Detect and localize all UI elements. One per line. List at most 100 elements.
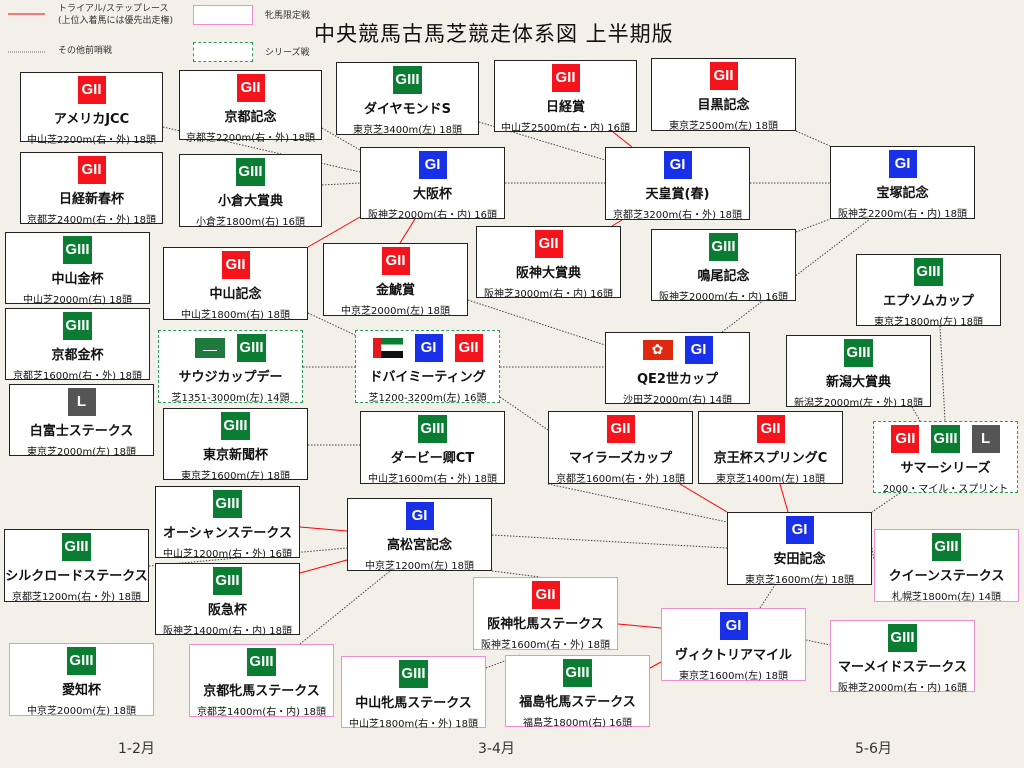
race-box: GIII 愛知杯 中京芝2000m(左) 18頭 <box>9 643 154 717</box>
race-name: 天皇賞(春) <box>645 187 710 202</box>
prep-race-connector <box>795 218 831 233</box>
race-box: GII 金鯱賞 中京芝2000m(左) 18頭 <box>323 243 468 317</box>
race-course: 2000・マイル・スプリント <box>882 484 1009 495</box>
race-box: GII 日経賞 中山芝2500m(右・内) 16頭 <box>494 60 637 134</box>
prep-race-connector <box>299 570 391 645</box>
grade-badge: GI <box>684 336 713 364</box>
race-box: GIII 鳴尾記念 阪神芝2000m(右・内) 16頭 <box>651 229 796 303</box>
trial-connector <box>611 219 623 227</box>
grade-badge: GII <box>756 415 785 443</box>
badge-row: GIII <box>361 415 504 443</box>
race-name: 中山牝馬ステークス <box>355 696 472 711</box>
grade-badge: GI <box>418 151 447 179</box>
prep-race-connector <box>491 534 728 549</box>
grade-badge: GI <box>414 334 443 362</box>
race-name: 中山金杯 <box>51 272 104 287</box>
badge-row: GII <box>699 415 842 443</box>
race-course: 京都芝1200m(右・外) 18頭 <box>12 592 141 603</box>
race-course: 中山芝1600m(右・外) 18頭 <box>368 474 497 485</box>
grade-badge: GII <box>77 76 106 104</box>
legend-series-box <box>193 42 253 62</box>
badge-row: GII GIII L <box>874 425 1017 453</box>
race-box: GI 安田記念 東京芝1600m(左) 18頭 <box>727 512 872 586</box>
grade-badge: GI <box>719 612 748 640</box>
badge-row: GI <box>348 502 491 530</box>
race-course: 中山芝1800m(右) 18頭 <box>181 310 290 321</box>
race-box: GIII シルクロードステークス 京都芝1200m(右・外) 18頭 <box>4 529 149 603</box>
badge-row: GII <box>477 230 620 258</box>
race-box: GII 京都記念 京都芝2200m(右・外) 18頭 <box>179 70 322 144</box>
trial-connector <box>679 483 728 513</box>
race-name: オーシャンステークス <box>162 526 293 541</box>
race-box: GII 阪神大賞典 阪神芝3000m(右・内) 16頭 <box>476 226 621 300</box>
trial-connector <box>649 661 662 669</box>
badge-row: GII <box>21 76 162 104</box>
badge-row: GI <box>606 151 749 179</box>
race-course: 東京芝1600m(左) 18頭 <box>745 575 854 586</box>
trial-connector <box>307 216 361 248</box>
race-course: 京都芝1600m(右・外) 18頭 <box>13 371 142 382</box>
race-name: クイーンステークス <box>888 569 1005 584</box>
grade-badge: GIII <box>931 425 960 453</box>
page-title: 中央競馬古馬芝競走体系図 上半期版 <box>314 22 674 46</box>
badge-row: GIII <box>6 312 149 340</box>
race-box: GI ヴィクトリアマイル 東京芝1600m(左) 18頭 <box>661 608 806 682</box>
badge-row: GII <box>474 581 617 609</box>
race-box: GIII 新潟大賞典 新潟芝2000m(左・外) 18頭 <box>786 335 931 409</box>
race-name: 京都牝馬ステークス <box>203 684 320 699</box>
period-label-mar-apr: 3-4月 <box>478 741 515 757</box>
race-course: 京都芝2400m(右・外) 18頭 <box>27 215 156 226</box>
grade-badge: GIII <box>213 567 242 595</box>
race-course: 阪神芝2000m(右・内) 16頭 <box>838 683 967 694</box>
race-course: 福島芝1800m(右) 16頭 <box>523 718 632 729</box>
trial-connector <box>779 483 789 513</box>
race-course: 東京芝1600m(左) 18頭 <box>181 471 290 482</box>
race-course: 芝1200-3200m(左) 16頭 <box>368 393 487 404</box>
race-box: GII 阪神牝馬ステークス 阪神芝1600m(右・外) 18頭 <box>473 577 618 651</box>
prep-race-connector <box>321 182 361 186</box>
grade-badge: GII <box>454 334 483 362</box>
grade-badge: GIII <box>563 659 592 687</box>
race-course: 阪神芝1600m(右・外) 18頭 <box>481 640 610 651</box>
race-box: GI 大阪杯 阪神芝2000m(右・内) 16頭 <box>360 147 505 221</box>
race-course: 東京芝3400m(左) 18頭 <box>353 125 462 136</box>
badge-row: GII <box>324 247 467 275</box>
grade-badge: GIII <box>236 158 265 186</box>
race-box: GIII オーシャンステークス 中山芝1200m(右・外) 16頭 <box>155 486 300 560</box>
legend-other-label: その他前哨戦 <box>58 46 113 56</box>
grade-badge: GIII <box>63 312 92 340</box>
badge-row: GI GII <box>356 334 499 362</box>
prep-race-connector <box>547 483 728 523</box>
race-box: GII アメリカJCC 中山芝2200m(右・外) 18頭 <box>20 72 163 146</box>
grade-badge: GIII <box>709 233 738 261</box>
prep-race-connector <box>467 299 606 346</box>
race-name: ダービー卿CT <box>390 451 475 466</box>
race-course: 中京芝2000m(左) 18頭 <box>341 306 450 317</box>
trial-connector <box>299 559 348 574</box>
hong-kong-flag-icon <box>642 340 673 360</box>
badge-row: GIII <box>831 624 974 652</box>
race-name: 目黒記念 <box>697 98 750 113</box>
grade-badge: GIII <box>932 533 961 561</box>
race-course: 東京芝2500m(左) 18頭 <box>669 121 778 132</box>
badge-row: GIII <box>164 412 307 440</box>
badge-row: GII <box>549 415 692 443</box>
grade-badge: GIII <box>237 334 266 362</box>
badge-row: GI <box>831 150 974 178</box>
race-course: 新潟芝2000m(左・外) 18頭 <box>794 398 923 409</box>
badge-row: GIII <box>337 66 478 94</box>
race-course: 京都芝1400m(右・内) 18頭 <box>197 707 326 718</box>
badge-row: GII <box>164 251 307 279</box>
race-box: GIII 中山牝馬ステークス 中山芝1800m(右・外) 18頭 <box>341 656 486 730</box>
race-box: GIII 阪急杯 阪神芝1400m(右・内) 18頭 <box>155 563 300 637</box>
grade-badge: GII <box>236 74 265 102</box>
race-box: GIII クイーンステークス 札幌芝1800m(左) 14頭 <box>874 529 1019 603</box>
race-name: サウジカップデー <box>178 370 283 385</box>
prep-race-connector <box>499 396 549 431</box>
race-course: 沙田芝2000m(右) 14頭 <box>623 395 732 406</box>
grade-badge: GI <box>663 151 692 179</box>
race-box: GIII 福島牝馬ステークス 福島芝1800m(右) 16頭 <box>505 655 650 729</box>
race-name: 安田記念 <box>773 552 826 567</box>
